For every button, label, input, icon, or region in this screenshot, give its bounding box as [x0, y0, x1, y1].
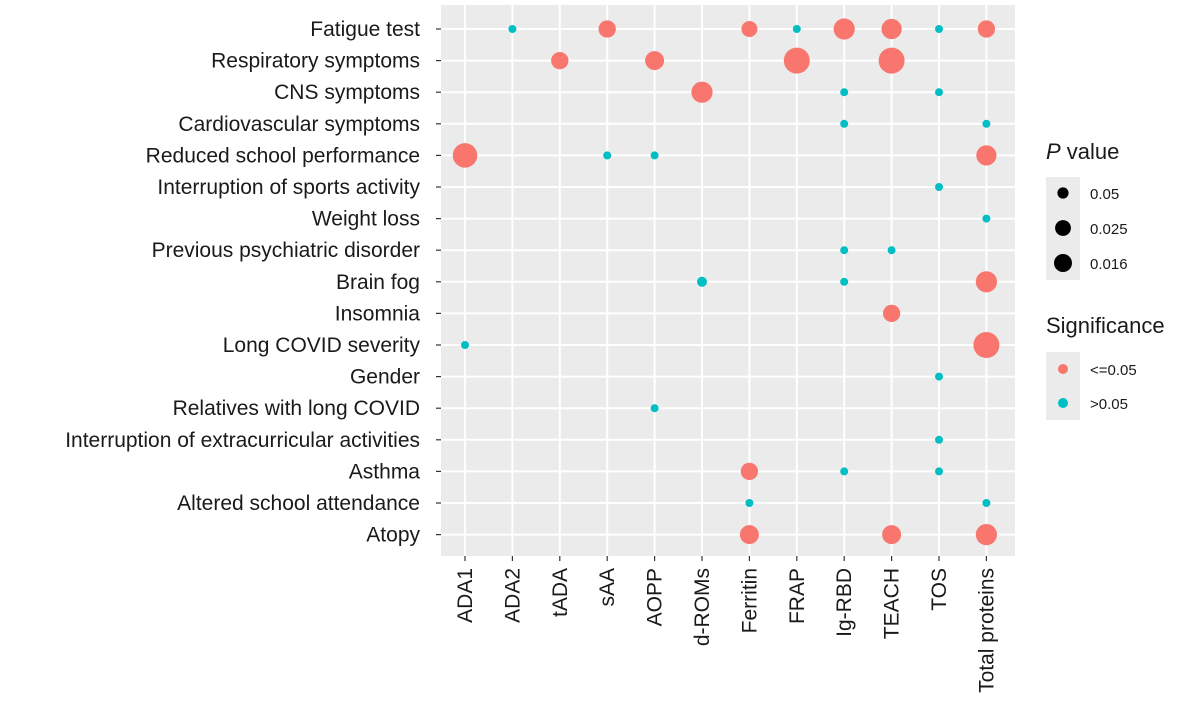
point-cns-symptoms-d-roms	[691, 81, 713, 103]
point-previous-psychiatric-disorder-teach	[887, 246, 896, 255]
y-tick-label-respiratory-symptoms: Respiratory symptoms	[211, 50, 420, 73]
point-respiratory-symptoms-teach	[878, 47, 905, 74]
x-tick-label-ada1: ADA1	[454, 568, 477, 623]
legend-size-label-1: 0.025	[1090, 221, 1128, 238]
legend-significance-title: Significance	[1046, 313, 1165, 338]
x-tick-label-frap: FRAP	[786, 568, 809, 624]
y-tick-label-interruption-of-extracurricular-activities: Interruption of extracurricular activiti…	[65, 429, 420, 452]
point-relatives-with-long-covid-aopp	[650, 404, 659, 413]
y-tick-label-asthma: Asthma	[349, 460, 421, 483]
point-interruption-of-extracurricular-activities-tos	[935, 435, 943, 444]
legend-significance-label-1: >0.05	[1090, 396, 1128, 413]
legend-significance: Significance <=0.05 >0.05	[1046, 313, 1165, 420]
legend-significance-key-0	[1058, 364, 1068, 374]
legend-size-label-0: 0.05	[1090, 186, 1119, 203]
point-cardiovascular-symptoms-total-proteins	[982, 119, 991, 128]
point-asthma-ig-rbd	[840, 467, 849, 476]
point-long-covid-severity-total-proteins	[973, 332, 1000, 358]
point-fatigue-test-saa	[598, 20, 616, 38]
point-respiratory-symptoms-tada	[551, 51, 569, 70]
point-reduced-school-performance-total-proteins	[976, 145, 997, 166]
point-previous-psychiatric-disorder-ig-rbd	[840, 246, 849, 255]
point-cns-symptoms-ig-rbd	[840, 88, 849, 97]
y-tick-label-brain-fog: Brain fog	[336, 271, 420, 294]
y-tick-label-altered-school-attendance: Altered school attendance	[177, 492, 420, 515]
point-respiratory-symptoms-frap	[783, 47, 810, 74]
point-asthma-tos	[935, 467, 943, 476]
x-tick-label-tos: TOS	[928, 568, 951, 611]
point-atopy-ferritin	[739, 525, 759, 545]
point-reduced-school-performance-aopp	[650, 151, 659, 160]
point-cardiovascular-symptoms-ig-rbd	[840, 119, 849, 128]
legend-size: P value 0.05 0.025 0.016	[1046, 139, 1128, 280]
y-tick-label-weight-loss: Weight loss	[312, 208, 420, 231]
point-brain-fog-total-proteins	[975, 271, 998, 293]
point-altered-school-attendance-ferritin	[745, 499, 754, 507]
point-gender-tos	[935, 372, 943, 381]
legend-significance-label-0: <=0.05	[1090, 362, 1137, 379]
point-fatigue-test-ada2	[508, 25, 517, 33]
y-tick-label-previous-psychiatric-disorder: Previous psychiatric disorder	[152, 239, 420, 262]
point-cns-symptoms-tos	[935, 88, 943, 97]
point-fatigue-test-ferritin	[741, 20, 758, 38]
point-brain-fog-ig-rbd	[840, 277, 849, 286]
point-reduced-school-performance-ada1	[452, 143, 478, 168]
point-asthma-ferritin	[740, 462, 759, 481]
point-weight-loss-total-proteins	[982, 214, 991, 223]
y-tick-label-cns-symptoms: CNS symptoms	[274, 81, 420, 104]
y-tick-label-reduced-school-performance: Reduced school performance	[146, 144, 420, 167]
y-tick-label-fatigue-test: Fatigue test	[310, 18, 420, 41]
point-fatigue-test-tos	[935, 25, 943, 33]
x-tick-label-ig-rbd: Ig-RBD	[833, 568, 856, 637]
point-atopy-total-proteins	[975, 523, 998, 546]
point-fatigue-test-ig-rbd	[833, 18, 855, 40]
point-long-covid-severity-ada1	[461, 341, 469, 349]
y-tick-label-cardiovascular-symptoms: Cardiovascular symptoms	[178, 113, 420, 136]
legend-size-key-1	[1055, 220, 1071, 236]
data-points	[452, 18, 1000, 546]
point-reduced-school-performance-saa	[603, 151, 612, 160]
y-tick-label-long-covid-severity: Long COVID severity	[223, 334, 421, 357]
y-tick-label-atopy: Atopy	[366, 524, 420, 547]
x-tick-label-total-proteins: Total proteins	[975, 568, 998, 693]
y-tick-label-relatives-with-long-covid: Relatives with long COVID	[173, 397, 420, 420]
x-tick-label-saa: sAA	[596, 568, 619, 607]
point-fatigue-test-total-proteins	[977, 20, 996, 38]
point-fatigue-test-frap	[792, 25, 801, 33]
x-axis-labels: ADA1 ADA2 tADA sAA AOPP d-ROMs Ferritin FRAP Ig-…	[454, 568, 998, 693]
point-respiratory-symptoms-aopp	[645, 51, 665, 71]
x-tick-label-ferritin: Ferritin	[738, 568, 761, 633]
point-fatigue-test-teach	[881, 18, 902, 40]
x-tick-label-ada2: ADA2	[501, 568, 524, 623]
legend-significance-key-bg	[1046, 352, 1080, 420]
point-interruption-of-sports-activity-tos	[935, 183, 943, 191]
axis-ticks	[436, 28, 988, 561]
legend-size-title: P value	[1046, 139, 1119, 164]
legend-size-key-2	[1054, 254, 1072, 272]
point-brain-fog-d-roms	[697, 276, 707, 287]
y-tick-label-gender: Gender	[350, 366, 420, 389]
x-tick-label-d-roms: d-ROMs	[691, 568, 714, 646]
y-axis-labels: Fatigue test Respiratory symptoms CNS symp…	[65, 18, 420, 547]
y-tick-label-insomnia: Insomnia	[335, 302, 421, 325]
x-tick-label-aopp: AOPP	[644, 568, 667, 626]
point-atopy-teach	[882, 525, 902, 545]
legend-size-key-0	[1057, 187, 1069, 199]
legend-significance-key-1	[1058, 398, 1068, 408]
plot-panel	[441, 5, 1015, 556]
y-tick-label-interruption-of-sports-activity: Interruption of sports activity	[157, 176, 420, 199]
point-altered-school-attendance-total-proteins	[982, 499, 991, 507]
x-tick-label-teach: TEACH	[881, 568, 904, 639]
legend-size-label-2: 0.016	[1090, 256, 1128, 273]
point-insomnia-teach	[882, 304, 901, 323]
x-tick-label-tada: tADA	[549, 568, 572, 617]
